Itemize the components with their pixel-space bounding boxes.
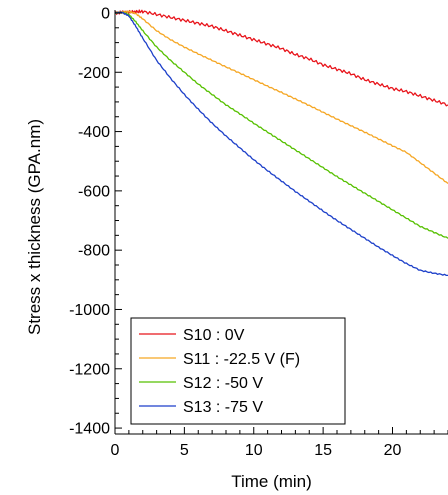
y-axis-title: Stress x thickness (GPA.nm) [25,119,44,335]
series-line-1 [114,9,448,107]
x-tick-label: 0 [111,442,120,459]
legend-label: S11 : -22.5 V (F) [183,351,300,368]
series-line-2 [114,10,448,184]
y-tick-label: -200 [78,65,110,82]
x-tick-label: 15 [314,442,332,459]
y-tick-label: -400 [78,124,110,141]
legend-label: S12 : -50 V [183,375,263,392]
y-tick-label: 0 [101,5,110,22]
series-lines [114,9,448,277]
y-axis: 0 -200 -400 -600 -800 -1000 -1200 -1400 [69,5,122,438]
y-tick-label: -1200 [69,361,110,378]
x-axis-title: Time (min) [231,472,312,491]
y-tick-label: -600 [78,183,110,200]
legend: S10 : 0V S11 : -22.5 V (F) S12 : -50 V S13 … [130,317,346,425]
series-line-4 [114,11,448,277]
legend-label: S10 : 0V [183,327,245,344]
y-tick-label: -1000 [69,302,110,319]
legend-label: S13 : -75 V [183,399,263,416]
x-tick-label: 5 [180,442,189,459]
y-tick-label: -800 [78,243,110,260]
x-tick-label: 20 [384,442,402,459]
x-axis: 0 5 10 15 20 [111,427,448,459]
y-tick-label: -1400 [69,421,110,438]
series-line-3 [114,11,448,239]
x-tick-label: 10 [245,442,263,459]
